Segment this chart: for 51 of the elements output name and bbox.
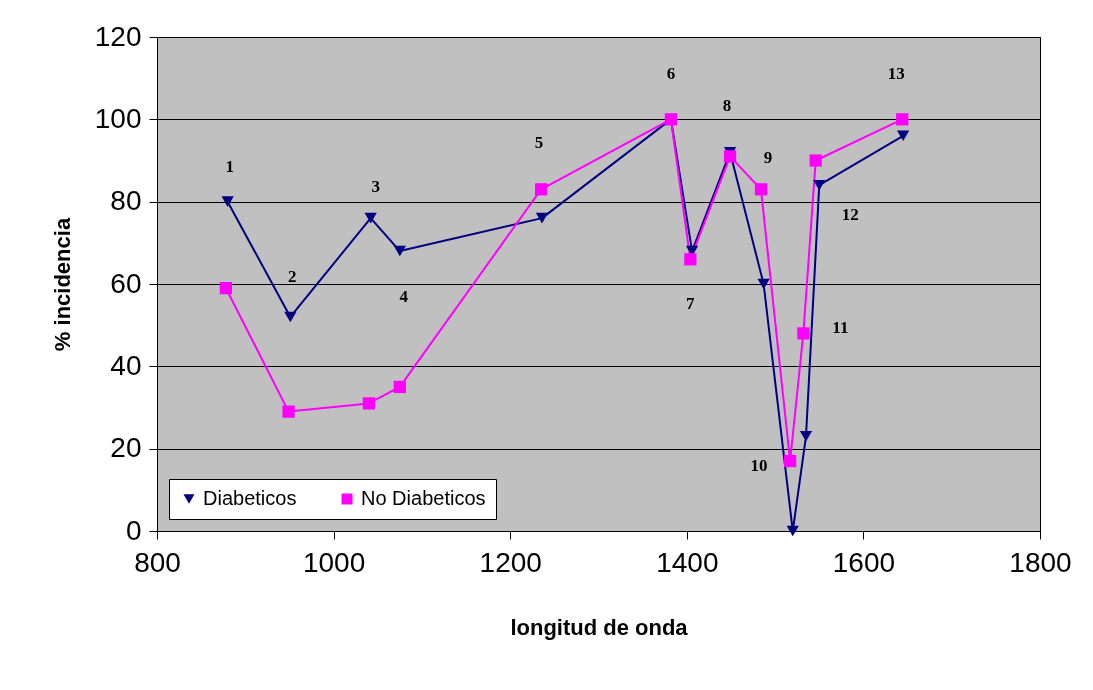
point: [364, 212, 377, 224]
x-tick-label: 1600: [832, 546, 896, 578]
x-tick-label: 1200: [479, 546, 542, 578]
x-tick-label: 800: [134, 546, 181, 578]
point: [797, 327, 810, 340]
point: [809, 154, 822, 167]
point: [783, 454, 797, 468]
point: [284, 311, 297, 323]
annotation: 9: [763, 148, 773, 168]
annotation: 11: [832, 318, 849, 338]
x-tick-label: 1800: [1009, 546, 1072, 578]
point: [786, 525, 799, 537]
point: [799, 431, 813, 442]
annotation: 13: [887, 64, 905, 84]
point: [393, 380, 406, 394]
annotation: 3: [371, 177, 380, 197]
y-tick-label: 40: [110, 349, 142, 381]
y-tick-label: 20: [110, 432, 142, 464]
annotation: 2: [288, 266, 297, 286]
legend-label: No Diabeticos: [361, 487, 486, 509]
annotation: 1: [225, 156, 234, 176]
point: [221, 196, 234, 207]
legend-label: Diabeticos: [203, 487, 297, 509]
y-tick-label: 120: [94, 20, 142, 52]
annotation: 12: [841, 205, 859, 225]
x-tick-label: 1000: [302, 546, 366, 578]
y-tick-label: 0: [125, 514, 142, 546]
annotation: 8: [722, 96, 732, 116]
x-tick-label: 1400: [656, 546, 719, 578]
point: [535, 212, 549, 224]
y-tick-label: 80: [110, 185, 142, 217]
point: [684, 253, 697, 266]
annotation: 5: [534, 133, 544, 153]
annotation: 7: [686, 294, 696, 314]
y-axis-title: % incidencia: [49, 217, 75, 352]
point: [219, 281, 232, 295]
y-tick-label: 100: [94, 102, 142, 134]
x-axis-title: longitud de onda: [510, 614, 689, 640]
y-tick-label: 60: [110, 267, 142, 299]
annotation: 6: [666, 64, 676, 84]
annotation: 4: [399, 287, 409, 307]
annotation: 10: [750, 456, 768, 476]
point: [896, 113, 909, 126]
point: [534, 183, 548, 196]
point: [757, 278, 770, 290]
point: [754, 183, 768, 196]
point: [897, 130, 910, 142]
point: [282, 405, 295, 418]
point: [362, 397, 376, 410]
point: [723, 150, 737, 163]
point: [393, 245, 406, 257]
